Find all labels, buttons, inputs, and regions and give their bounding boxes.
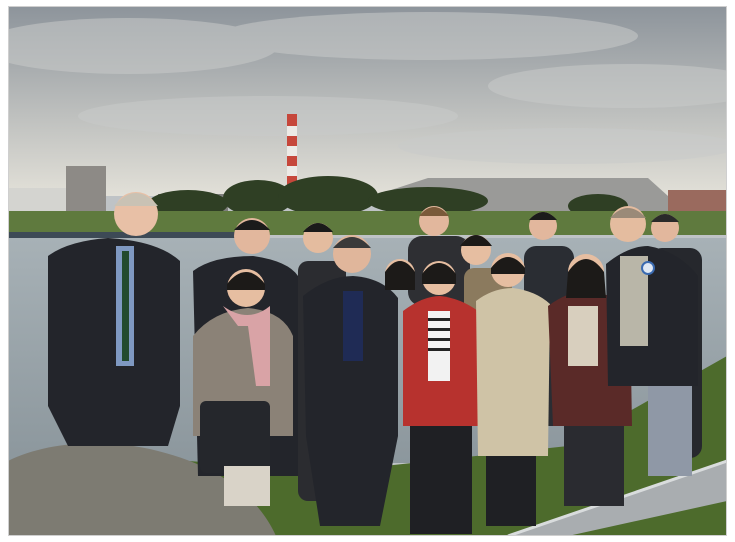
person bbox=[403, 261, 478, 534]
person bbox=[303, 235, 398, 526]
person bbox=[48, 192, 180, 446]
person bbox=[385, 259, 415, 290]
chimney bbox=[287, 114, 297, 192]
person bbox=[606, 206, 698, 476]
barge bbox=[8, 232, 238, 240]
person bbox=[193, 269, 293, 506]
group-photo bbox=[8, 6, 727, 536]
clouds bbox=[8, 12, 727, 164]
person bbox=[476, 253, 550, 526]
rock bbox=[8, 443, 276, 536]
